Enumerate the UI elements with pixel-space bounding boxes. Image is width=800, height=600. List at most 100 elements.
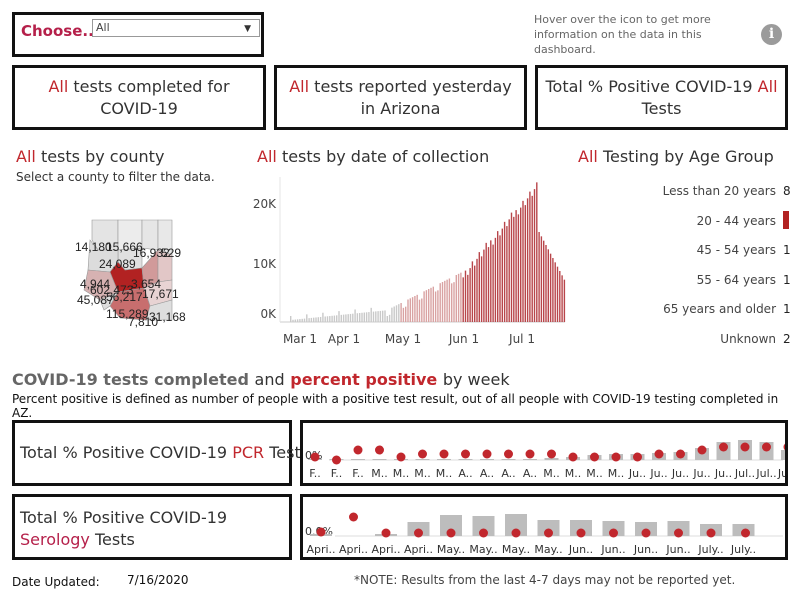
- date-bar[interactable]: [402, 307, 405, 322]
- date-bar[interactable]: [319, 316, 322, 322]
- serology-dot[interactable]: [741, 528, 750, 538]
- date-bar[interactable]: [453, 282, 455, 322]
- serology-bar[interactable]: [537, 520, 560, 536]
- age-group-label[interactable]: Less than 20 years: [662, 184, 776, 198]
- serology-dot[interactable]: [544, 528, 553, 538]
- serology-dot[interactable]: [511, 528, 521, 538]
- date-bar[interactable]: [478, 252, 480, 322]
- info-icon[interactable]: i: [761, 24, 782, 45]
- date-bar[interactable]: [434, 291, 437, 323]
- pcr-dot[interactable]: [762, 442, 771, 452]
- date-bar[interactable]: [359, 313, 361, 322]
- pcr-dot[interactable]: [461, 449, 470, 459]
- date-bar[interactable]: [457, 273, 460, 322]
- serology-dot[interactable]: [576, 528, 586, 538]
- pcr-dot[interactable]: [568, 452, 578, 462]
- pcr-weekly-chart[interactable]: 0% F..F..F..M..M..M..M..A..A..A..A..M..M…: [300, 420, 798, 486]
- pcr-dot[interactable]: [310, 452, 320, 462]
- pcr-bar[interactable]: [501, 459, 516, 460]
- date-bar[interactable]: [340, 314, 342, 322]
- serology-dot[interactable]: [349, 512, 358, 522]
- pcr-dot[interactable]: [676, 449, 685, 459]
- serology-bar[interactable]: [570, 520, 592, 536]
- date-bar[interactable]: [552, 258, 554, 322]
- date-bar[interactable]: [444, 280, 446, 322]
- pcr-bar[interactable]: [372, 459, 387, 460]
- date-bar[interactable]: [554, 262, 556, 322]
- age-group-label[interactable]: Unknown: [720, 332, 776, 346]
- pcr-dot[interactable]: [504, 449, 513, 459]
- date-bar[interactable]: [310, 317, 313, 322]
- date-bar[interactable]: [432, 286, 434, 322]
- serology-dot[interactable]: [479, 528, 488, 538]
- date-bar[interactable]: [494, 237, 497, 322]
- date-bar[interactable]: [430, 287, 432, 322]
- date-bar[interactable]: [324, 316, 326, 323]
- date-bar[interactable]: [365, 312, 368, 322]
- serology-dot[interactable]: [446, 528, 456, 538]
- date-bar[interactable]: [506, 226, 508, 322]
- date-bar[interactable]: [349, 313, 352, 322]
- date-bar[interactable]: [533, 189, 536, 322]
- date-bar[interactable]: [375, 311, 377, 322]
- date-bar[interactable]: [409, 298, 411, 322]
- date-bar[interactable]: [368, 312, 370, 322]
- date-bar[interactable]: [508, 219, 510, 322]
- pcr-dot[interactable]: [396, 452, 406, 462]
- date-bar[interactable]: [531, 195, 533, 322]
- date-bar[interactable]: [462, 277, 464, 322]
- pcr-bar[interactable]: [437, 459, 451, 460]
- date-bar[interactable]: [503, 221, 506, 322]
- date-bar[interactable]: [545, 245, 547, 322]
- pcr-bar[interactable]: [351, 459, 365, 460]
- pcr-bar[interactable]: [480, 459, 494, 460]
- age-group-label[interactable]: 20 - 44 years: [696, 214, 776, 228]
- date-bar[interactable]: [529, 191, 531, 322]
- date-bar[interactable]: [418, 299, 421, 322]
- date-bar[interactable]: [547, 249, 549, 322]
- date-bar[interactable]: [513, 216, 515, 322]
- date-bar[interactable]: [398, 304, 400, 322]
- date-bar[interactable]: [292, 319, 294, 322]
- date-bar[interactable]: [393, 306, 395, 323]
- date-bar[interactable]: [517, 214, 520, 322]
- pcr-dot[interactable]: [547, 449, 556, 459]
- date-bar[interactable]: [363, 312, 365, 322]
- date-bar[interactable]: [497, 231, 499, 322]
- date-bar[interactable]: [356, 313, 359, 322]
- date-bar[interactable]: [524, 205, 526, 322]
- date-bar[interactable]: [538, 232, 540, 322]
- date-bar[interactable]: [492, 244, 494, 322]
- date-bar[interactable]: [379, 310, 382, 322]
- date-bar[interactable]: [471, 261, 474, 322]
- date-bar[interactable]: [315, 317, 317, 322]
- arizona-county-map[interactable]: [70, 210, 190, 330]
- date-bar[interactable]: [425, 290, 428, 322]
- pcr-bar[interactable]: [415, 459, 430, 460]
- date-bar[interactable]: [322, 312, 324, 322]
- date-bar[interactable]: [490, 240, 492, 322]
- date-bar[interactable]: [501, 228, 503, 322]
- serology-weekly-chart[interactable]: 0.0% Apri..Apri..Apri..Apri..May..May..M…: [300, 494, 788, 560]
- date-bar[interactable]: [446, 279, 448, 322]
- date-bar[interactable]: [467, 274, 469, 322]
- pcr-dot[interactable]: [611, 452, 621, 462]
- date-bar[interactable]: [441, 282, 444, 322]
- date-bar[interactable]: [428, 289, 430, 322]
- serology-dot[interactable]: [414, 528, 423, 538]
- pcr-bar[interactable]: [544, 458, 559, 460]
- pcr-dot[interactable]: [740, 442, 750, 452]
- serology-bar[interactable]: [472, 516, 495, 536]
- date-bar[interactable]: [480, 256, 483, 322]
- date-bar[interactable]: [382, 310, 384, 322]
- date-bar[interactable]: [347, 314, 349, 322]
- pcr-dot[interactable]: [353, 445, 363, 455]
- date-bar[interactable]: [308, 318, 310, 322]
- date-bar[interactable]: [388, 314, 391, 322]
- pcr-dot[interactable]: [482, 449, 492, 459]
- serology-bar[interactable]: [440, 515, 462, 536]
- date-bar[interactable]: [407, 299, 409, 323]
- date-bar[interactable]: [522, 200, 524, 322]
- date-bar[interactable]: [386, 316, 388, 322]
- pcr-bar[interactable]: [781, 450, 795, 460]
